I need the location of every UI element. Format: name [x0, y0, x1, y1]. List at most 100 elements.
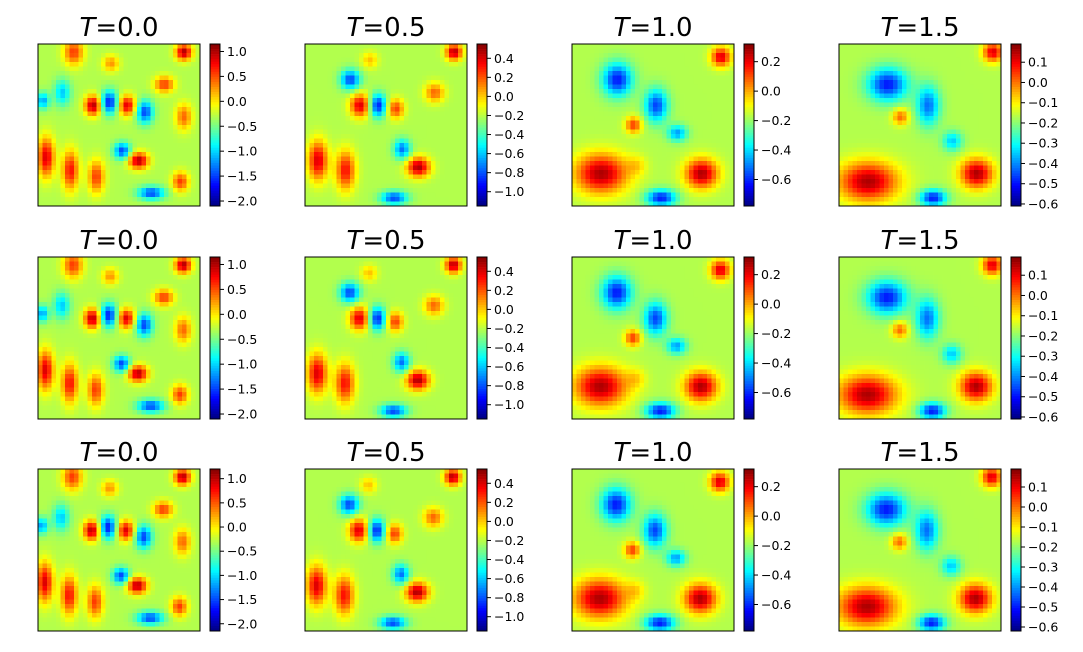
heatmap-cell: [60, 116, 66, 121]
heatmap-cell: [177, 134, 183, 139]
heatmap-cell: [725, 129, 730, 135]
heatmap-cell: [105, 93, 111, 99]
heatmap-cell: [884, 89, 889, 94]
heatmap-cell: [969, 80, 975, 85]
heatmap-cell: [114, 80, 120, 85]
heatmap-cell: [47, 179, 52, 184]
heatmap-cell: [662, 129, 667, 135]
heatmap-cell: [56, 84, 61, 90]
heatmap-cell: [449, 93, 454, 99]
heatmap-cell: [576, 80, 582, 85]
heatmap-cell: [435, 197, 441, 202]
heatmap-cell: [182, 102, 187, 108]
heatmap-cell: [309, 107, 315, 112]
heatmap-cell: [960, 120, 966, 126]
heatmap-cell: [363, 129, 369, 135]
heatmap-cell: [576, 93, 582, 99]
heatmap-cell: [924, 57, 930, 63]
heatmap-cell: [105, 174, 111, 180]
heatmap-cell: [657, 201, 663, 207]
heatmap-cell: [590, 75, 595, 81]
heatmap-cell: [114, 71, 120, 76]
heatmap-cell: [314, 188, 319, 193]
heatmap-cell: [327, 170, 333, 175]
heatmap-cell: [336, 129, 342, 135]
heatmap-cell: [711, 192, 717, 198]
heatmap-cell: [711, 71, 717, 76]
heatmap-cell: [96, 152, 102, 157]
heatmap-cell: [603, 183, 609, 189]
heatmap-cell: [675, 125, 681, 130]
heatmap-cell: [101, 107, 106, 112]
heatmap-cell: [653, 57, 658, 63]
heatmap-cell: [951, 129, 957, 135]
heatmap-cell: [417, 183, 423, 189]
heatmap-cell: [924, 53, 930, 58]
heatmap-cell: [173, 129, 178, 135]
heatmap-cell: [74, 44, 79, 49]
heatmap-cell: [399, 48, 405, 54]
heatmap-cell: [150, 116, 156, 121]
heatmap-cell: [996, 138, 1002, 144]
heatmap-cell: [350, 156, 355, 162]
heatmap-cell: [359, 156, 364, 162]
heatmap-cell: [408, 197, 414, 202]
heatmap-cell: [938, 129, 943, 135]
heatmap-cell: [711, 44, 717, 49]
heatmap-cell: [956, 98, 961, 103]
heatmap-cell: [74, 197, 79, 202]
heatmap-cell: [978, 120, 984, 126]
heatmap-cell: [110, 102, 115, 108]
heatmap-cell: [155, 80, 160, 85]
heatmap-cell: [635, 156, 640, 162]
heatmap-cell: [110, 116, 115, 121]
heatmap-cell: [621, 197, 627, 202]
heatmap-cell: [635, 62, 640, 67]
heatmap-cell: [884, 111, 889, 117]
heatmap-cell: [132, 107, 138, 112]
heatmap-cell: [74, 201, 79, 207]
heatmap-cell: [341, 147, 346, 153]
heatmap-cell: [572, 44, 577, 49]
heatmap-cell: [929, 84, 934, 90]
heatmap-cell: [599, 188, 604, 193]
heatmap-cell: [671, 102, 676, 108]
heatmap-cell: [314, 102, 319, 108]
heatmap-cell: [594, 143, 600, 148]
heatmap-cell: [996, 71, 1002, 76]
heatmap-cell: [345, 143, 351, 148]
heatmap-cell: [159, 98, 165, 103]
heatmap-cell: [440, 44, 445, 49]
heatmap-cell: [608, 147, 613, 153]
heatmap-cell: [128, 161, 133, 166]
heatmap-cell: [626, 188, 631, 193]
colorbar-segment: [477, 102, 487, 106]
heatmap-cell: [318, 53, 324, 58]
heatmap-cell: [327, 156, 333, 162]
heatmap-cell: [983, 134, 988, 139]
heatmap-cell: [327, 48, 333, 54]
heatmap-cell: [47, 125, 52, 130]
heatmap-cell: [74, 116, 79, 121]
heatmap-cell: [581, 71, 586, 76]
heatmap-cell: [675, 75, 681, 81]
heatmap-cell: [585, 170, 591, 175]
heatmap-cell: [960, 93, 966, 99]
heatmap-cell: [689, 48, 694, 54]
heatmap-cell: [639, 143, 645, 148]
heatmap-cell: [974, 53, 979, 58]
heatmap-cell: [168, 174, 174, 180]
heatmap-cell: [453, 107, 459, 112]
heatmap-cell: [630, 129, 636, 135]
heatmap-cell: [671, 147, 676, 153]
colorbar-segment: [477, 170, 487, 174]
heatmap-cell: [132, 201, 138, 207]
heatmap-cell: [155, 161, 160, 166]
heatmap-cell: [861, 53, 867, 58]
heatmap-cell: [911, 147, 916, 153]
heatmap-cell: [612, 120, 618, 126]
heatmap-cell: [87, 71, 93, 76]
heatmap-cell: [69, 183, 75, 189]
heatmap-cell: [449, 161, 454, 166]
heatmap-cell: [435, 44, 441, 49]
